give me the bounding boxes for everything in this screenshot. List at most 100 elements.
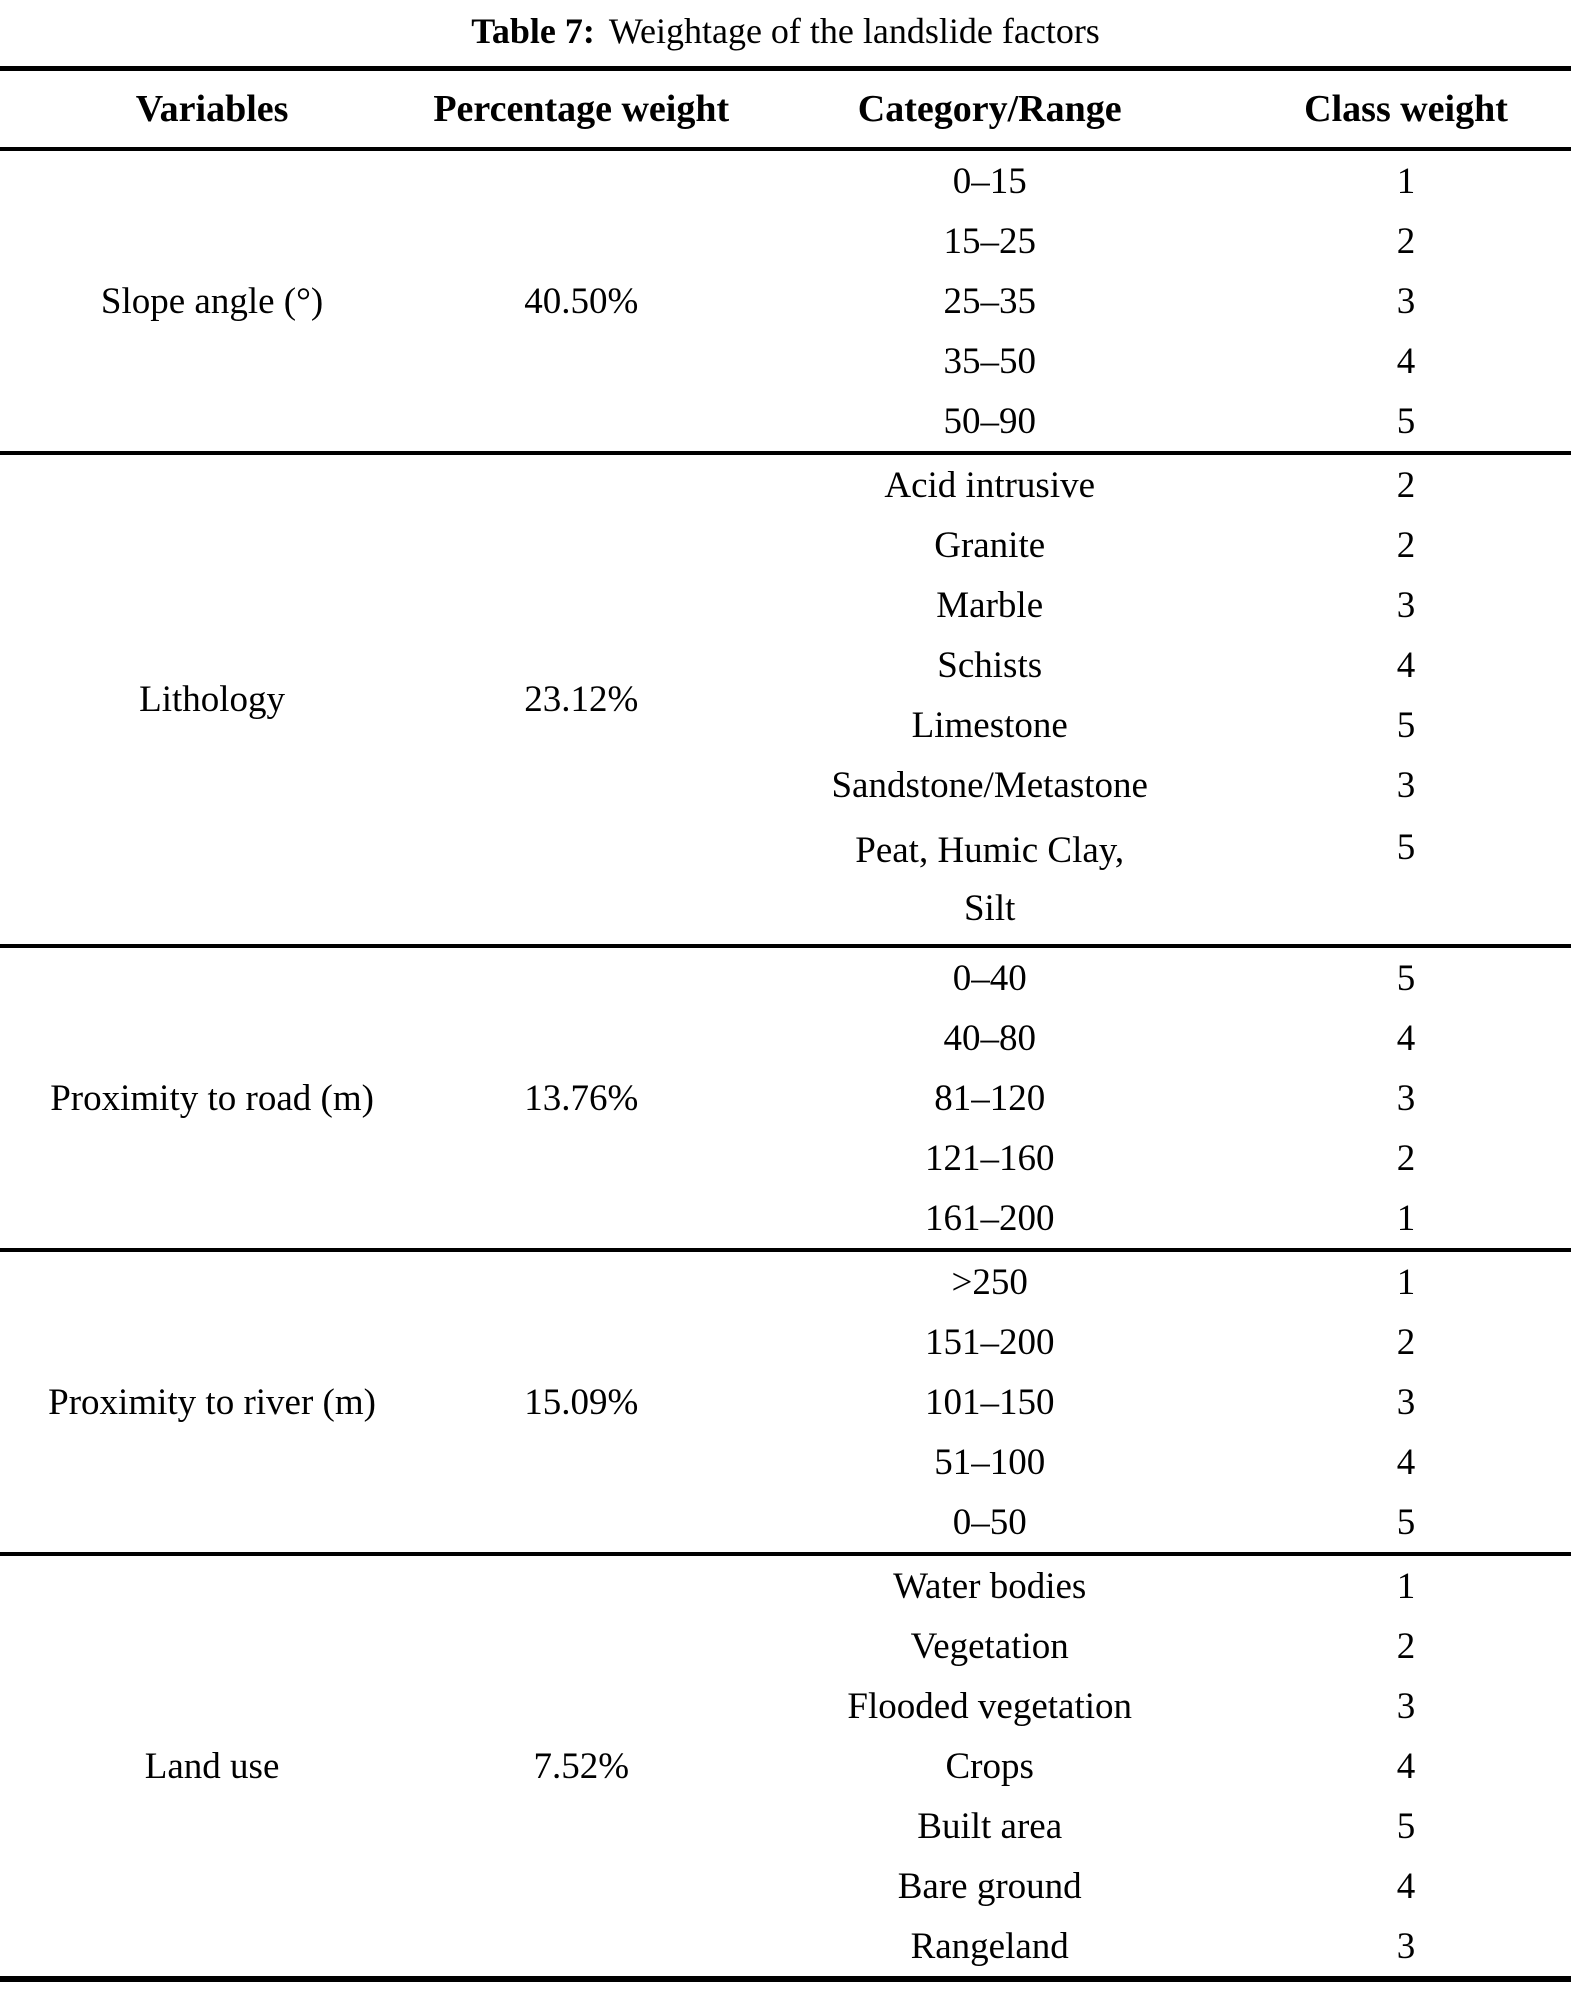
header-row: Variables Percentage weight Category/Ran… [0,69,1571,149]
category-cell: 0–50 [952,1501,1027,1543]
class-weight-cell: 3 [1396,584,1416,626]
category-cell: Bare ground [897,1865,1082,1907]
category-cell: 40–80 [943,1017,1036,1059]
table-row: 81–120 3 [0,1068,1571,1128]
column-header-variables: Variables [135,88,289,130]
variable-cell: Proximity to river (m) [48,1381,376,1423]
percentage-weight-cell: 13.76% [524,1077,639,1119]
table-row: 151–200 2 [0,1312,1571,1372]
table-row: Bare ground 4 [0,1856,1571,1916]
class-weight-cell: 3 [1396,1381,1416,1423]
weightage-table: Variables Percentage weight Category/Ran… [0,66,1571,1982]
class-weight-cell: 5 [1396,1501,1416,1543]
class-weight-cell: 5 [1396,827,1416,868]
category-cell: >250 [951,1261,1028,1303]
table-row: Rangeland 3 [0,1916,1571,1979]
class-weight-cell: 1 [1396,1565,1416,1607]
table-row: 50–90 5 [0,391,1571,453]
category-line-2: Silt [963,887,1016,929]
class-weight-cell: 3 [1396,1925,1416,1967]
category-cell: Crops [945,1745,1034,1787]
section-slope-angle: Slope angle (°) 40.50% 0–15 1 15–25 2 25… [0,149,1571,453]
class-weight-cell: 1 [1396,1197,1416,1239]
class-weight-cell: 3 [1396,764,1416,806]
variable-cell: Slope angle (°) [100,280,324,322]
percentage-weight-cell: 40.50% [524,280,639,322]
class-weight-cell: 2 [1396,464,1416,506]
table-row: Proximity to road (m) 13.76% 0–40 5 [0,946,1571,1119]
class-weight-cell: 4 [1396,1865,1416,1907]
class-weight-cell: 3 [1396,1077,1416,1119]
variable-cell: Land use [144,1745,280,1787]
class-weight-cell: 4 [1396,1745,1416,1787]
table-row: Sandstone/Metastone 3 [0,755,1571,815]
category-cell: 0–40 [952,957,1027,999]
class-weight-cell: 4 [1396,1441,1416,1483]
category-cell: 0–15 [952,160,1027,202]
class-weight-cell: 1 [1396,1261,1416,1303]
table-row: 121–160 2 [0,1128,1571,1188]
section-proximity-river: Proximity to river (m) 15.09% >250 1 151… [0,1250,1571,1554]
table-row: Marble 3 [0,575,1571,635]
percentage-weight-cell: 23.12% [524,679,639,720]
table-row: Proximity to river (m) 15.09% >250 1 [0,1250,1571,1423]
category-cell: Flooded vegetation [847,1685,1133,1727]
class-weight-cell: 5 [1396,957,1416,999]
class-weight-cell: 5 [1396,704,1416,746]
category-cell: 151–200 [924,1321,1055,1363]
table-row: Crops 4 [0,1736,1571,1796]
table-row: Built area 5 [0,1796,1571,1856]
category-cell: Vegetation [910,1625,1069,1667]
category-cell: 81–120 [934,1077,1046,1119]
category-cell: Sandstone/Metastone [831,764,1148,806]
category-cell: 35–50 [943,340,1036,382]
category-cell: Limestone [911,704,1068,746]
column-header-category-range: Category/Range [857,88,1122,130]
category-cell: 161–200 [924,1197,1055,1239]
table-row: 51–100 4 [0,1432,1571,1492]
table-row: Land use 7.52% Water bodies 1 [0,1554,1571,1787]
category-cell: 101–150 [924,1381,1055,1423]
percentage-weight-cell: 7.52% [533,1745,630,1787]
table-row: Lithology 23.12% Acid intrusive 2 [0,453,1571,721]
variable-cell: Proximity to road (m) [50,1077,374,1119]
section-lithology: Lithology 23.12% Acid intrusive 2 Granit… [0,453,1571,946]
table-row: Vegetation 2 [0,1616,1571,1676]
category-cell: 25–35 [943,280,1036,322]
table-title: Table 7: Weightage of the landslide facto… [0,0,1571,66]
class-weight-cell: 2 [1396,1625,1416,1667]
table-row: 15–25 2 [0,211,1571,271]
table-row: 101–150 3 [0,1372,1571,1432]
table-row: 35–50 4 [0,331,1571,391]
class-weight-cell: 4 [1396,1017,1416,1059]
category-cell: Granite [934,524,1046,566]
class-weight-cell: 2 [1396,1321,1416,1363]
category-line-1: Peat, Humic Clay, [855,830,1125,872]
category-cell: 51–100 [934,1441,1046,1483]
table-row: Limestone 5 [0,695,1571,755]
class-weight-cell: 5 [1396,1805,1416,1847]
column-header-percentage-weight: Percentage weight [433,88,730,130]
category-cell: 50–90 [943,400,1036,442]
table-row: 40–80 4 [0,1008,1571,1068]
class-weight-cell: 4 [1396,644,1416,686]
class-weight-cell: 5 [1396,400,1416,442]
class-weight-cell: 3 [1396,280,1416,322]
class-weight-cell: 3 [1396,1685,1416,1727]
table-caption-text: Weightage of the landslide factors [608,11,1100,51]
variable-cell: Lithology [139,679,286,720]
table-header: Variables Percentage weight Category/Ran… [0,69,1571,149]
table-row: Peat, Humic Clay, Silt 5 [0,815,1571,946]
table-row: Schists 4 [0,635,1571,695]
category-cell: Built area [917,1805,1063,1847]
table-row: Slope angle (°) 40.50% 0–15 1 [0,149,1571,322]
table-row: 25–35 3 [0,271,1571,331]
category-cell: Schists [937,644,1043,686]
category-cell: Marble [936,584,1044,626]
class-weight-cell: 1 [1396,160,1416,202]
section-land-use: Land use 7.52% Water bodies 1 Vegetation… [0,1554,1571,1979]
class-weight-cell: 2 [1396,1137,1416,1179]
category-cell: 15–25 [943,220,1036,262]
category-cell: Rangeland [910,1925,1069,1967]
